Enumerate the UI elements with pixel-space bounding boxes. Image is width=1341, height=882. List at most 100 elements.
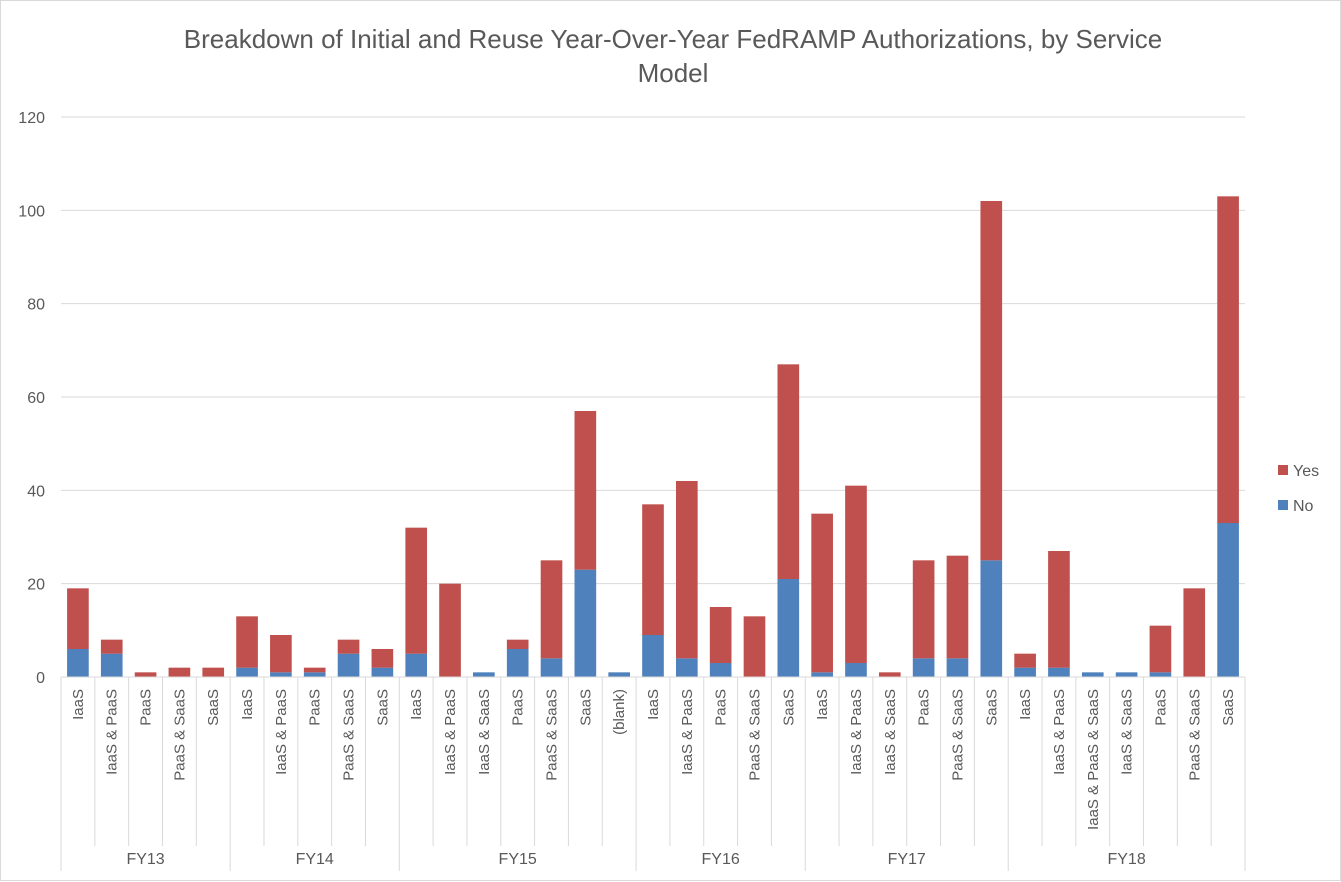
y-tick-label: 20 — [27, 577, 45, 594]
bar-yes — [642, 504, 664, 635]
bars — [67, 196, 1239, 677]
group-label: FY17 — [888, 851, 926, 868]
x-tick-label: (blank) — [611, 689, 628, 735]
x-tick-label: SaaS — [577, 689, 594, 726]
x-tick-label: PaaS — [307, 689, 324, 726]
bar-yes — [303, 667, 326, 673]
bar-yes — [811, 513, 833, 673]
x-tick-label: IaaS & PaaS — [679, 689, 696, 775]
x-tick-label: SaaS — [780, 689, 797, 726]
bar-no — [1115, 672, 1138, 677]
group-label: FY13 — [126, 851, 164, 868]
bar-yes — [202, 667, 225, 677]
bar-yes — [236, 616, 258, 668]
x-tick-label: PaaS — [916, 689, 933, 726]
bar-no — [1014, 667, 1036, 677]
legend: Yes No — [1278, 463, 1319, 515]
x-tick-label: IaaS & PaaS — [273, 689, 290, 775]
bar-no — [303, 672, 326, 677]
legend-swatch-no — [1278, 500, 1288, 510]
y-tick-label: 120 — [18, 110, 45, 127]
bar-no — [1217, 523, 1239, 677]
legend-label-no: No — [1293, 498, 1314, 515]
x-tick-label: IaaS — [239, 689, 256, 720]
bar-no — [1081, 672, 1104, 677]
x-tick-label: IaaS — [1017, 689, 1034, 720]
x-tick-label: SaaS — [374, 689, 391, 726]
bar-no — [946, 658, 969, 677]
x-tick-label: IaaS & PaaS — [1051, 689, 1068, 775]
bar-yes — [980, 201, 1003, 561]
chart-title-line-1: Breakdown of Initial and Reuse Year-Over… — [184, 24, 1162, 54]
chart-title: Breakdown of Initial and Reuse Year-Over… — [184, 24, 1162, 88]
bar-yes — [1048, 551, 1070, 668]
bar-no — [540, 658, 563, 677]
x-tick-label: IaaS & PaaS & SaaS — [1085, 689, 1102, 830]
x-tick-label: IaaS & SaaS — [1119, 689, 1136, 775]
x-tick-label: IaaS — [814, 689, 831, 720]
bar-yes — [1149, 625, 1172, 673]
bar-yes — [540, 560, 563, 659]
x-tick-label: PaaS — [713, 689, 730, 726]
bar-no — [67, 649, 89, 677]
bar-no — [912, 658, 935, 677]
bar-yes — [912, 560, 935, 659]
x-tick-label: IaaS & PaaS — [104, 689, 121, 775]
x-tick-label: IaaS & PaaS — [442, 689, 459, 775]
x-tick-label: SaaS — [205, 689, 222, 726]
x-tick-label: IaaS & SaaS — [476, 689, 493, 775]
bar-yes — [777, 364, 800, 579]
bar-yes — [270, 635, 292, 673]
bar-no — [811, 672, 833, 677]
bar-yes — [168, 667, 191, 677]
bar-no — [980, 560, 1003, 677]
x-tick-label: SaaS — [1220, 689, 1237, 726]
bar-no — [100, 653, 123, 677]
x-tick-label: PaaS & SaaS — [746, 689, 763, 781]
x-tick-label: PaaS & SaaS — [1186, 689, 1203, 781]
bar-no — [574, 569, 597, 677]
bar-no — [371, 667, 394, 677]
bar-no — [676, 658, 698, 677]
bar-yes — [1183, 588, 1206, 677]
x-tick-label: IaaS — [408, 689, 425, 720]
x-axis: IaaS IaaS & PaaS PaaS PaaS & SaaS SaaS FY13 Ia… — [60, 676, 1246, 871]
bar-yes — [743, 616, 766, 677]
x-tick-label: PaaS — [510, 689, 527, 726]
bar-yes — [574, 411, 597, 570]
x-tick-label: PaaS & SaaS — [949, 689, 966, 781]
y-tick-label: 100 — [18, 203, 45, 220]
y-tick-label: 40 — [27, 483, 45, 500]
bar-yes — [134, 672, 157, 677]
x-tick-label: PaaS — [1152, 689, 1169, 726]
legend-label-yes: Yes — [1293, 463, 1319, 480]
bar-yes — [100, 639, 123, 654]
x-tick-label: IaaS — [645, 689, 662, 720]
bar-no — [405, 653, 428, 677]
bar-no — [709, 663, 732, 677]
bar-yes — [371, 649, 394, 668]
bar-yes — [439, 583, 461, 677]
legend-swatch-yes — [1278, 465, 1288, 475]
y-tick-label: 80 — [27, 297, 45, 314]
x-tick-label: SaaS — [983, 689, 1000, 726]
bar-no — [473, 672, 495, 677]
bar-yes — [1217, 196, 1239, 524]
bar-yes — [676, 481, 698, 659]
gridlines — [61, 116, 1245, 585]
group-label: FY14 — [296, 851, 334, 868]
x-tick-label: PaaS — [138, 689, 155, 726]
bar-no — [642, 635, 664, 677]
bar-no — [608, 672, 630, 677]
bar-no — [506, 649, 529, 677]
y-axis-ticks: 0 20 40 60 80 100 120 — [18, 110, 45, 687]
bar-yes — [946, 555, 969, 659]
bar-yes — [1014, 653, 1036, 668]
bar-no — [777, 579, 800, 677]
bar-no — [1048, 667, 1070, 677]
y-tick-label: 0 — [36, 670, 45, 687]
bar-yes — [337, 639, 360, 654]
group-label: FY18 — [1107, 851, 1145, 868]
